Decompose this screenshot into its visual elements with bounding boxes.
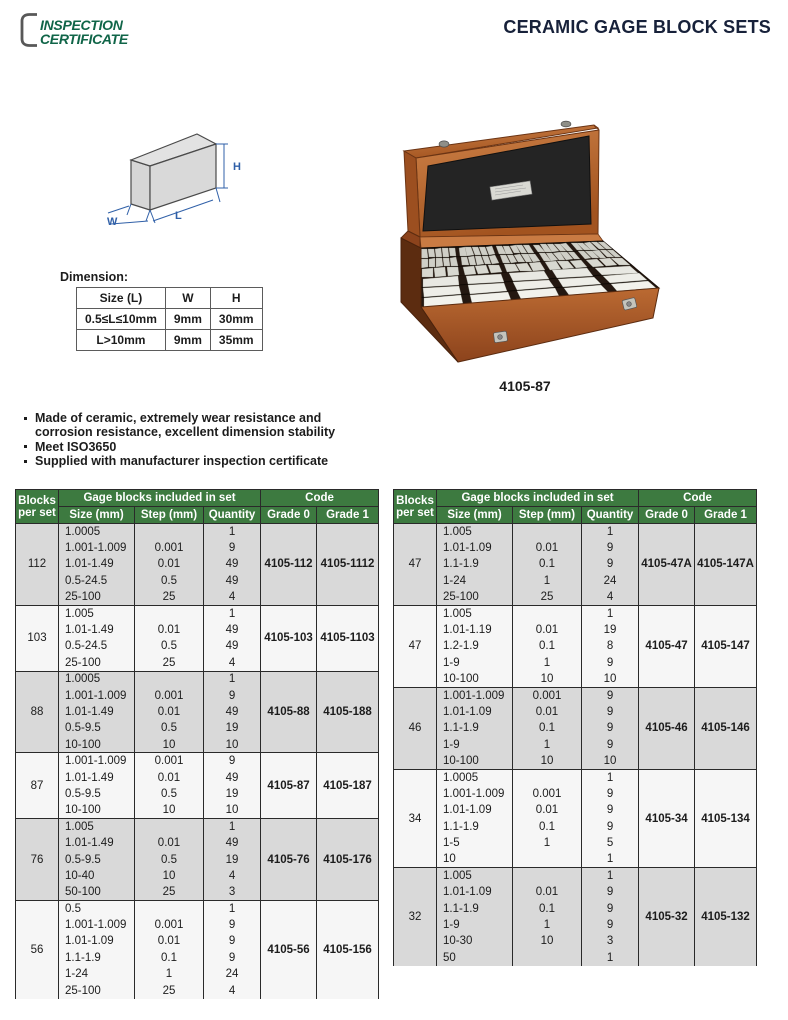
svg-text:CERTIFICATE: CERTIFICATE — [40, 31, 129, 47]
svg-text:W: W — [107, 216, 118, 228]
svg-text:L: L — [175, 210, 182, 222]
svg-text:H: H — [233, 161, 241, 173]
